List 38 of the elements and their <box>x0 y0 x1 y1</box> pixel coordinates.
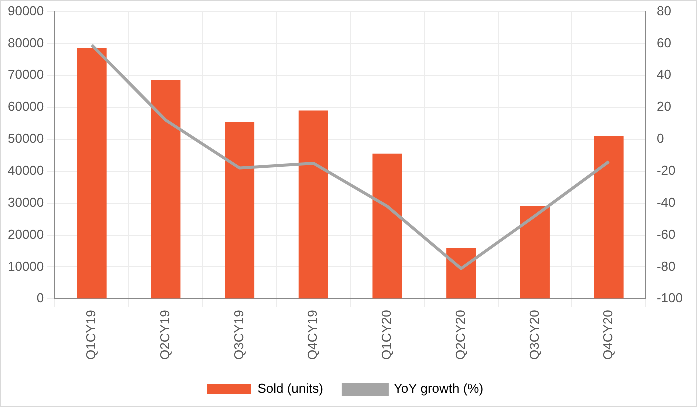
y-tick-label: 70000 <box>8 67 44 82</box>
y-tick-label: 10000 <box>8 258 44 274</box>
x-tick-label: Q3CY19 <box>231 310 246 360</box>
x-tick-label: Q4CY19 <box>305 310 320 360</box>
bar <box>298 110 328 299</box>
bar <box>225 122 255 299</box>
y2-tick-label: -20 <box>656 163 676 178</box>
x-tick-label: Q2CY20 <box>452 310 468 360</box>
y-tick-label: 40000 <box>8 163 44 178</box>
x-tick-label: Q4CY20 <box>600 310 616 360</box>
bar <box>77 48 107 299</box>
x-tick-label: Q1CY19 <box>84 310 99 360</box>
y2-tick-label: 60 <box>656 35 672 50</box>
y2-tick-label: 20 <box>656 99 672 114</box>
y2-tick-label: -60 <box>656 226 676 242</box>
legend-label: Sold (units) <box>258 381 324 396</box>
y-tick-label: 50000 <box>8 131 44 146</box>
bar <box>446 248 476 299</box>
legend-label: YoY growth (%) <box>394 381 484 396</box>
y-tick-label: 80000 <box>8 35 44 50</box>
bar <box>151 80 181 299</box>
y2-tick-label: 80 <box>656 3 672 18</box>
x-tick-label: Q3CY20 <box>526 310 542 360</box>
y2-tick-label: -80 <box>656 258 676 274</box>
y-tick-label: 20000 <box>8 226 44 242</box>
y2-tick-label: 40 <box>656 67 672 82</box>
bar <box>594 136 624 299</box>
bar <box>520 206 550 299</box>
x-tick-label: Q2CY19 <box>158 310 173 360</box>
y2-tick-label: 0 <box>656 131 664 146</box>
y2-tick-label: -40 <box>656 194 676 210</box>
y-tick-label: 90000 <box>8 3 44 18</box>
y-tick-label: 30000 <box>8 194 44 210</box>
x-tick-label: Q1CY20 <box>379 310 394 360</box>
y-tick-label: 0 <box>36 290 44 306</box>
y2-tick-label: -100 <box>656 290 684 306</box>
y-tick-label: 60000 <box>8 99 44 114</box>
bar <box>372 154 402 299</box>
